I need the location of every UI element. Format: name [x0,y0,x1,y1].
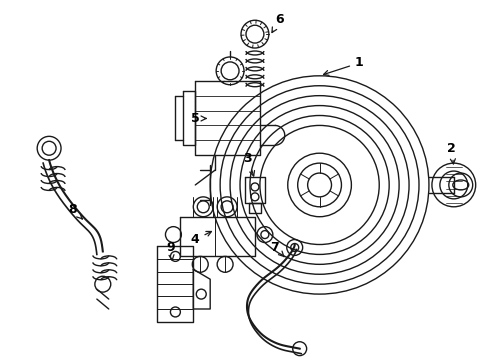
Text: 5: 5 [190,112,205,125]
Text: 2: 2 [447,142,455,164]
Text: 4: 4 [190,231,211,246]
Text: 7: 7 [270,241,284,257]
Text: 1: 1 [323,57,363,75]
Text: 6: 6 [271,13,284,32]
Text: 8: 8 [68,203,82,219]
Text: 3: 3 [243,152,254,176]
Text: 9: 9 [166,241,174,260]
